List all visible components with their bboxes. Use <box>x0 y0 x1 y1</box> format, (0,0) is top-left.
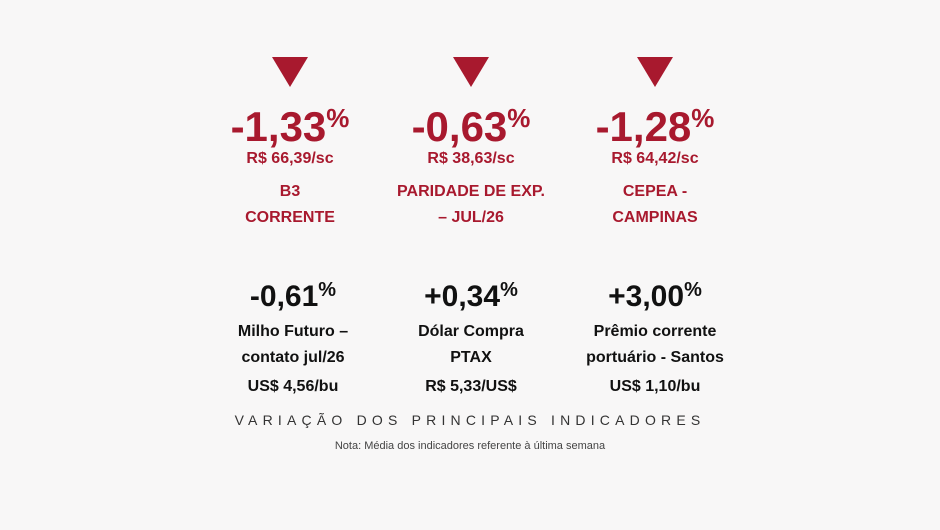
change-value: -0,61 <box>249 280 319 313</box>
change-value: +3,00 <box>608 280 685 313</box>
indicator-cepea-campinas: -1,28% R$ 64,42/sc CEPEA - CAMPINAS <box>555 57 755 232</box>
label-line-1: CEPEA - <box>622 183 688 200</box>
price: R$ 5,33/US$ <box>425 378 517 395</box>
indicator-b3-corrente: -1,33% R$ 66,39/sc B3 CORRENTE <box>190 57 390 232</box>
label-line-2: CORRENTE <box>245 209 335 226</box>
change-value: -1,33 <box>230 103 327 150</box>
percent-sign: % <box>684 279 702 301</box>
indicator-label: B3 CORRENTE <box>190 179 390 231</box>
label-line-2: – JUL/26 <box>438 209 504 226</box>
percent-sign: % <box>500 279 518 301</box>
change-percent: -0,61% <box>193 272 393 315</box>
change-percent: +3,00% <box>555 272 755 315</box>
label-line-2: portuário - Santos <box>586 349 724 366</box>
indicator-label: Prêmio corrente portuário - Santos <box>555 319 755 371</box>
label-line-2: contato jul/26 <box>241 349 345 366</box>
label-line-2: CAMPINAS <box>612 209 698 226</box>
indicator-label: CEPEA - CAMPINAS <box>555 179 755 231</box>
footnote: Nota: Média dos indicadores referente à … <box>334 440 606 452</box>
label-line-1: Prêmio corrente <box>593 323 717 340</box>
change-value: -1,28 <box>595 103 692 150</box>
label-line-1: Milho Futuro – <box>237 323 349 340</box>
change-percent: -1,28% <box>555 95 755 150</box>
change-percent: -1,33% <box>190 95 390 150</box>
price: R$ 64,42/sc <box>611 150 699 167</box>
label-line-1: B3 <box>279 183 301 200</box>
indicator-label: Milho Futuro – contato jul/26 <box>193 319 393 371</box>
percent-sign: % <box>318 279 337 301</box>
change-value: -0,63 <box>411 103 508 150</box>
indicator-premio-santos: +3,00% Prêmio corrente portuário - Santo… <box>555 272 755 402</box>
label-line-2: PTAX <box>450 349 492 366</box>
indicator-paridade-exp: -0,63% R$ 38,63/sc PARIDADE DE EXP. – JU… <box>371 57 571 232</box>
indicator-milho-futuro: -0,61% Milho Futuro – contato jul/26 US$… <box>193 272 393 402</box>
price: US$ 4,56/bu <box>247 378 339 395</box>
down-triangle-icon <box>637 57 673 87</box>
down-triangle-icon <box>453 57 489 87</box>
section-caption: VARIAÇÃO DOS PRINCIPAIS INDICADORES <box>234 412 706 428</box>
change-percent: -0,63% <box>371 95 571 150</box>
percent-sign: % <box>507 103 531 133</box>
percent-sign: % <box>326 103 350 133</box>
price: R$ 38,63/sc <box>427 150 515 167</box>
price: US$ 1,10/bu <box>609 378 701 395</box>
price: R$ 66,39/sc <box>246 150 334 167</box>
label-line-1: Dólar Compra <box>418 323 524 340</box>
indicator-label: PARIDADE DE EXP. – JUL/26 <box>371 179 571 231</box>
change-value: +0,34 <box>424 280 501 313</box>
down-triangle-icon <box>272 57 308 87</box>
label-line-1: PARIDADE DE EXP. <box>397 183 545 200</box>
percent-sign: % <box>691 103 715 133</box>
indicator-label: Dólar Compra PTAX <box>371 319 571 371</box>
change-percent: +0,34% <box>371 272 571 315</box>
indicator-dolar-ptax: +0,34% Dólar Compra PTAX R$ 5,33/US$ <box>371 272 571 402</box>
